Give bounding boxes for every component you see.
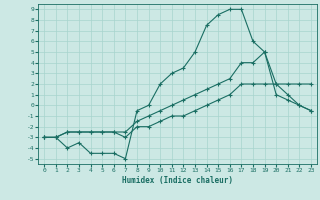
X-axis label: Humidex (Indice chaleur): Humidex (Indice chaleur) (122, 176, 233, 185)
